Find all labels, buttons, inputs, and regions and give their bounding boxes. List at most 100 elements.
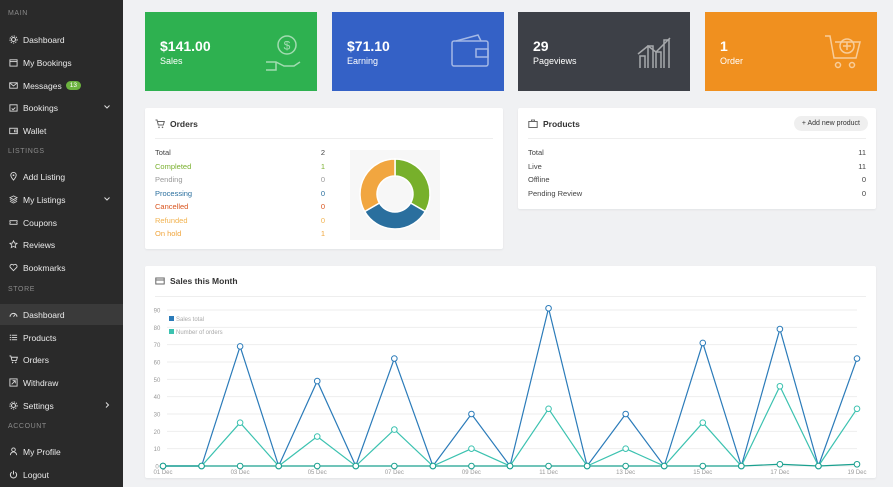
data-point[interactable]: [313, 433, 321, 440]
order-status-count: 2: [320, 148, 325, 157]
data-point[interactable]: [776, 325, 784, 333]
data-point[interactable]: [545, 462, 552, 470]
sidebar: MAIN Dashboard My Bookings Messages 13 Bookin…: [0, 0, 123, 487]
product-stat-label: Total: [528, 148, 544, 157]
data-point[interactable]: [159, 462, 167, 470]
data-point[interactable]: [853, 355, 861, 362]
withdraw-icon: [8, 378, 18, 388]
products-title: Products: [543, 119, 580, 129]
calendar-icon: [8, 58, 18, 68]
sales-panel: Sales this Month 0 10 20 30 40 50 60 70 80 90 01 D…: [145, 266, 876, 478]
data-point[interactable]: [236, 419, 244, 426]
data-point[interactable]: [776, 382, 784, 390]
sidebar-item-add-listing[interactable]: Add Listing: [0, 166, 123, 187]
data-point[interactable]: [545, 405, 552, 413]
order-status-row: Total 2: [155, 148, 325, 157]
legend-swatch: [169, 329, 174, 334]
y-tick-label: 80: [154, 326, 161, 332]
donut-slice-on-hold[interactable]: [359, 158, 396, 213]
message-count-badge: 13: [65, 81, 81, 90]
data-point[interactable]: [699, 339, 707, 347]
order-status-label: Pending: [155, 175, 183, 184]
data-point[interactable]: [236, 343, 244, 350]
stat-label: Order: [720, 56, 744, 66]
sidebar-item-bookings[interactable]: Bookings: [0, 97, 123, 118]
sidebar-item-my-listings[interactable]: My Listings: [0, 189, 123, 210]
product-stat-count: 11: [858, 161, 866, 171]
order-status-count: 0: [320, 175, 325, 184]
data-point[interactable]: [352, 462, 360, 470]
order-status-row: Cancelled 0: [155, 202, 325, 211]
data-point[interactable]: [622, 462, 629, 470]
y-tick-label: 90: [154, 309, 161, 315]
sidebar-item-coupons[interactable]: Coupons: [0, 212, 123, 233]
data-point[interactable]: [660, 462, 668, 470]
data-point[interactable]: [391, 355, 398, 362]
stat-card-pageviews: 29 Pageviews: [518, 12, 690, 91]
data-point[interactable]: [699, 462, 707, 470]
sidebar-item-orders[interactable]: Orders: [0, 349, 123, 370]
star-icon: [8, 240, 18, 250]
order-status-label: Completed: [155, 161, 192, 171]
data-point[interactable]: [391, 462, 398, 470]
x-tick-label: 11 Dec: [539, 470, 558, 476]
wallet-icon: [8, 126, 18, 136]
orders-title: Orders: [170, 119, 198, 129]
sidebar-item-dashboard[interactable]: Dashboard: [0, 29, 123, 50]
sidebar-item-settings[interactable]: Settings: [0, 395, 123, 416]
sidebar-item-wallet[interactable]: Wallet: [0, 120, 123, 141]
legend-swatch: [169, 316, 174, 321]
data-point[interactable]: [776, 460, 784, 468]
sidebar-item-my-profile[interactable]: My Profile: [0, 441, 123, 462]
data-point[interactable]: [545, 304, 552, 312]
data-point[interactable]: [699, 419, 707, 426]
data-point[interactable]: [313, 377, 321, 385]
sidebar-item-reviews[interactable]: Reviews: [0, 234, 123, 255]
wallet-icon: [451, 34, 489, 67]
sidebar-item-bookmarks[interactable]: Bookmarks: [0, 257, 123, 278]
data-point[interactable]: [275, 462, 282, 470]
sidebar-item-label: Products: [23, 332, 57, 343]
sidebar-item-my-bookings[interactable]: My Bookings: [0, 52, 123, 73]
divider: [155, 296, 866, 297]
data-point[interactable]: [738, 462, 745, 470]
sidebar-item-dashboard[interactable]: Dashboard: [0, 304, 123, 325]
orders-panel: Orders Total 2 Completed 1 Pending 0 Processin…: [145, 108, 503, 249]
sidebar-item-withdraw[interactable]: Withdraw: [0, 372, 123, 393]
data-point[interactable]: [506, 462, 514, 470]
divider: [155, 138, 493, 139]
data-point[interactable]: [429, 462, 437, 470]
data-point[interactable]: [468, 462, 475, 470]
data-point[interactable]: [391, 426, 398, 433]
products-panel: Products + Add new product Total 11 Live 11…: [518, 108, 876, 209]
data-point[interactable]: [815, 462, 822, 470]
y-tick-label: 20: [154, 430, 161, 436]
order-status-count: 1: [320, 229, 325, 238]
sidebar-item-products[interactable]: Products: [0, 327, 123, 348]
data-point[interactable]: [583, 462, 591, 470]
data-point[interactable]: [313, 462, 321, 470]
stat-value: 1: [720, 38, 728, 54]
sidebar-item-label: Logout: [23, 469, 49, 480]
product-stat-count: 0: [861, 188, 866, 198]
data-point[interactable]: [622, 410, 629, 418]
order-status-count: 0: [320, 215, 325, 225]
stat-label: Pageviews: [533, 56, 577, 66]
add-new-product-button[interactable]: + Add new product: [793, 116, 868, 131]
data-point[interactable]: [198, 462, 205, 470]
calendar-check-icon: [8, 103, 18, 113]
sidebar-section-label: LISTINGS: [8, 148, 45, 155]
order-status-row: Completed 1: [155, 162, 325, 171]
y-tick-label: 0: [155, 465, 159, 471]
data-point[interactable]: [853, 460, 861, 468]
data-point[interactable]: [236, 462, 244, 470]
sidebar-item-logout[interactable]: Logout: [0, 464, 123, 485]
data-point[interactable]: [468, 445, 475, 452]
data-point[interactable]: [622, 445, 629, 452]
sidebar-item-messages[interactable]: Messages 13: [0, 75, 123, 96]
data-point[interactable]: [853, 405, 861, 413]
y-tick-label: 50: [154, 378, 161, 384]
cart-plus-icon: [825, 35, 861, 69]
data-point[interactable]: [468, 410, 475, 418]
sidebar-item-label: Bookings: [23, 102, 58, 113]
